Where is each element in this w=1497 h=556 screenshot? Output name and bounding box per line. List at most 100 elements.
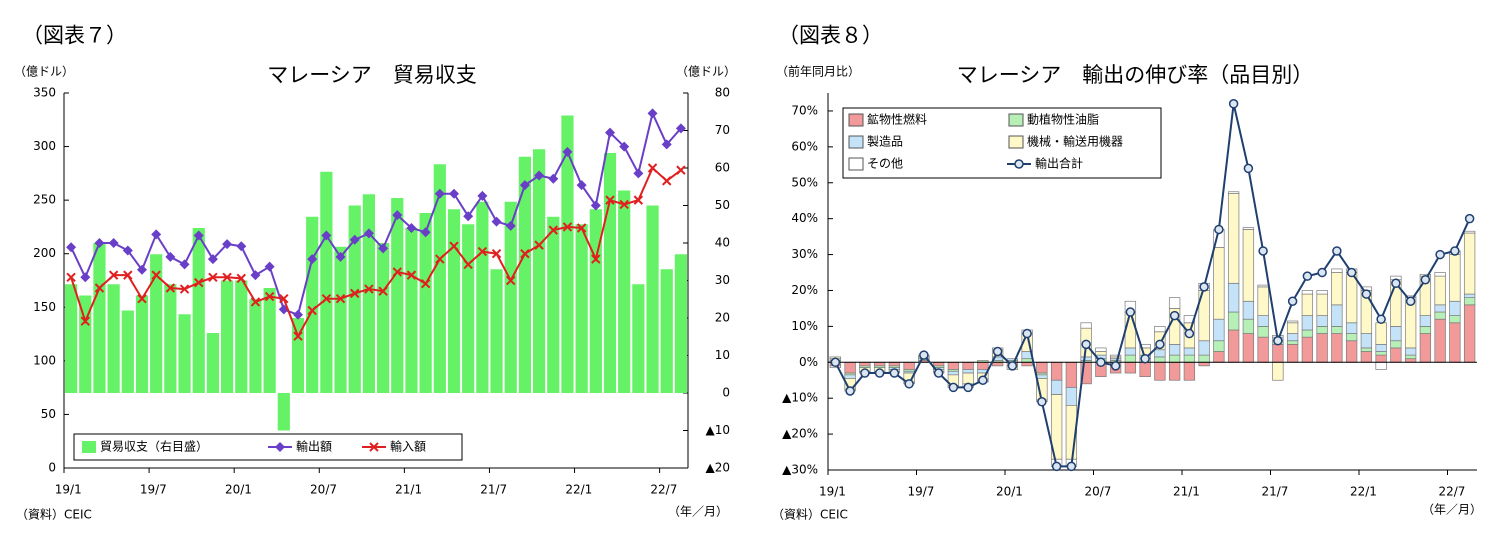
bar	[1404, 354, 1417, 360]
legend-swatch	[848, 113, 864, 127]
bar	[1375, 361, 1387, 370]
point	[1405, 296, 1416, 306]
chart-title: マレーシア 輸出の伸び率（品目別）	[957, 63, 1314, 87]
point	[1022, 328, 1032, 339]
legend-swatch	[1008, 135, 1024, 149]
point	[321, 230, 332, 241]
point	[108, 238, 119, 248]
point	[94, 238, 105, 248]
bar	[1463, 232, 1476, 295]
bar	[859, 361, 871, 367]
bar	[1050, 379, 1063, 395]
y-tick-label: 0%	[799, 355, 818, 369]
point	[250, 297, 261, 307]
bar	[618, 190, 631, 393]
point	[619, 199, 629, 210]
bar	[1316, 326, 1328, 334]
legend-label: その他	[867, 157, 903, 171]
bar	[1154, 349, 1166, 358]
y2-axis-label: （億ドル）	[676, 65, 736, 79]
bar	[334, 246, 347, 393]
point	[1346, 267, 1357, 278]
bar	[1213, 247, 1225, 320]
bar	[1449, 300, 1461, 316]
bar	[1168, 354, 1181, 363]
y2-tick-label: 30	[715, 273, 730, 287]
point	[1361, 289, 1372, 299]
point	[619, 141, 630, 152]
y-tick-label: 70%	[791, 103, 818, 117]
figure-label: （図表８）	[778, 24, 883, 48]
x-tick-label: 21/1	[1173, 485, 1200, 499]
point	[193, 230, 204, 241]
point	[1302, 271, 1313, 281]
y2-tick-label: 0	[722, 386, 730, 400]
point	[335, 294, 346, 304]
bar	[1154, 356, 1166, 363]
bar	[1227, 191, 1240, 194]
point	[1435, 249, 1445, 260]
bar	[1434, 272, 1446, 277]
y-tick-label: 350	[33, 86, 56, 100]
bar	[433, 164, 446, 393]
bar	[135, 295, 149, 393]
bar	[1139, 343, 1151, 349]
point	[123, 270, 133, 280]
point	[661, 139, 672, 150]
point	[66, 242, 77, 253]
bar	[1345, 340, 1358, 363]
point	[860, 368, 870, 378]
bar	[235, 280, 248, 393]
point	[179, 284, 190, 294]
y-tick-label: 0	[48, 461, 56, 475]
point	[293, 331, 303, 341]
point	[378, 243, 389, 254]
bar	[64, 284, 78, 393]
bar	[220, 280, 234, 393]
bar	[320, 171, 333, 393]
bar	[1286, 343, 1299, 363]
point	[647, 108, 658, 119]
bar	[1168, 297, 1181, 309]
x-tick-label: 20/1	[996, 485, 1023, 499]
bar	[589, 209, 602, 393]
legend-label: 機械・輸送用機器	[1027, 134, 1123, 149]
bar	[1257, 336, 1269, 363]
bar	[1213, 318, 1225, 342]
bar	[932, 361, 945, 367]
point	[392, 210, 403, 221]
bar	[1301, 293, 1314, 316]
bar	[1065, 361, 1078, 388]
point	[562, 222, 573, 232]
bar	[1316, 333, 1328, 363]
bar	[1375, 322, 1387, 345]
point	[1391, 278, 1401, 289]
point	[264, 291, 275, 302]
x-tick-label: 20/7	[1084, 485, 1111, 499]
bar	[1449, 254, 1461, 302]
bar	[1301, 336, 1314, 363]
point	[66, 272, 76, 282]
source: （資料）CEIC	[772, 508, 848, 522]
y-tick-label: ▲30%	[782, 463, 818, 477]
bar	[263, 288, 276, 393]
bar	[291, 318, 305, 393]
point	[137, 294, 147, 304]
point	[250, 270, 261, 281]
bar	[1257, 284, 1269, 288]
bar	[991, 361, 1004, 367]
bar	[93, 243, 106, 393]
bar	[1036, 361, 1048, 374]
bar	[1168, 343, 1181, 356]
legend-label: 製造品	[867, 135, 903, 149]
point	[1199, 282, 1209, 292]
bar	[178, 314, 191, 393]
legend-swatch	[848, 135, 864, 149]
bar	[947, 361, 960, 370]
bar	[1198, 361, 1210, 367]
point	[491, 216, 502, 227]
point	[406, 270, 417, 280]
bar	[1345, 322, 1358, 334]
bar	[1095, 347, 1107, 352]
